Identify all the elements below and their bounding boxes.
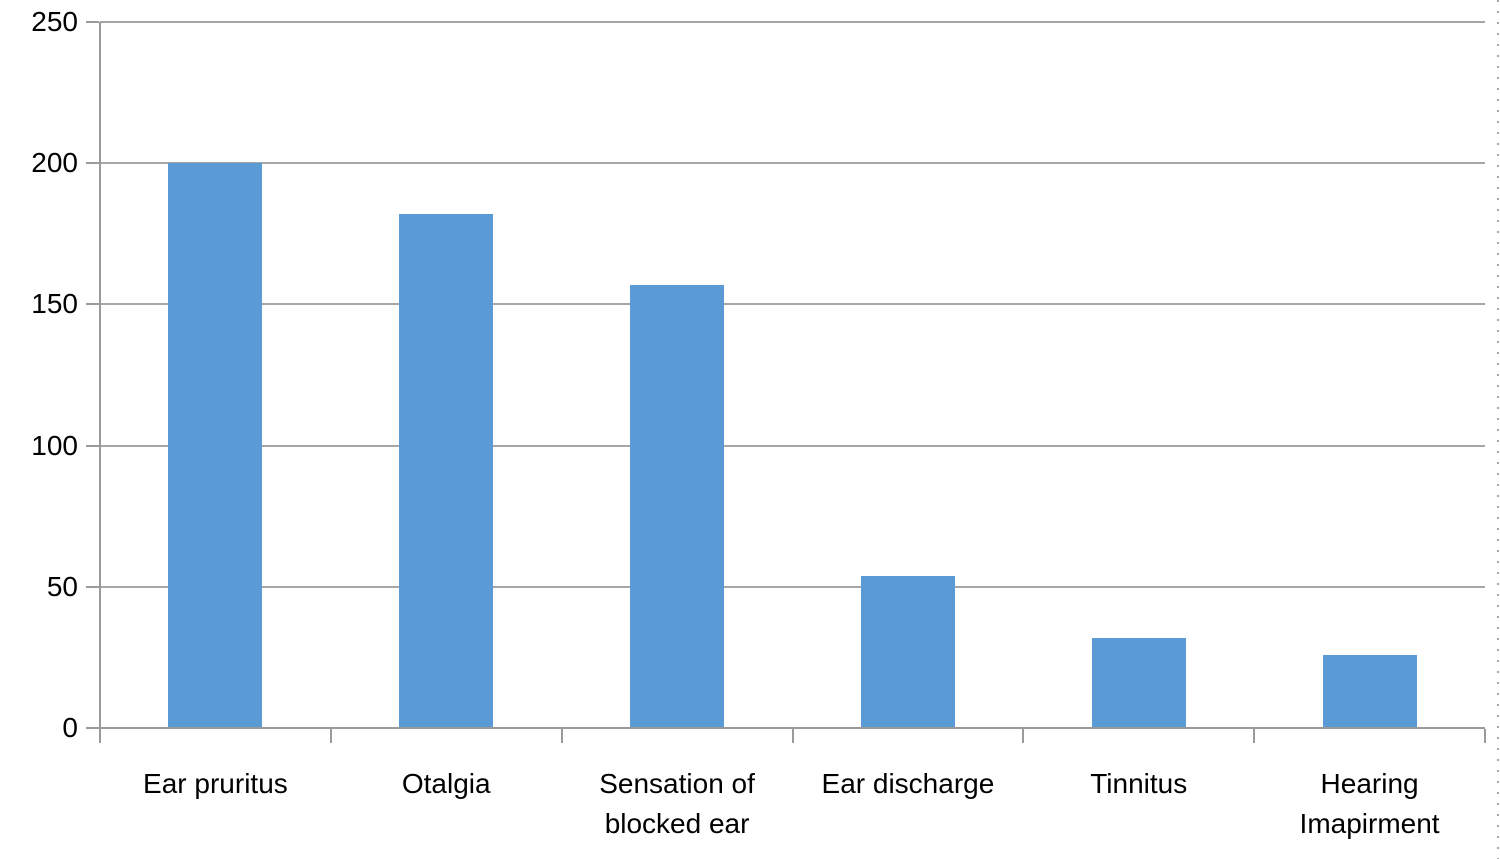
x-axis-label-hearing-imapirment: Hearing Imapirment bbox=[1299, 768, 1440, 839]
y-tick-0 bbox=[86, 727, 99, 729]
x-tick-6 bbox=[1484, 729, 1486, 743]
bar-sensation-of-blocked-ear bbox=[630, 285, 725, 728]
bar-ear-pruritus bbox=[168, 163, 263, 728]
y-axis-line bbox=[99, 22, 101, 742]
x-tick-2 bbox=[560, 729, 563, 743]
x-tick-4 bbox=[1022, 729, 1025, 743]
y-tick-200 bbox=[86, 162, 99, 165]
bar-otalgia bbox=[399, 214, 494, 728]
x-axis-label-otalgia: Otalgia bbox=[401, 768, 491, 799]
x-axis-label-tinnitus: Tinnitus bbox=[1090, 768, 1188, 799]
gridline-150 bbox=[100, 303, 1485, 306]
x-axis-label-ear-discharge: Ear discharge bbox=[821, 768, 995, 799]
x-tick-0 bbox=[99, 729, 101, 743]
y-tick-100 bbox=[86, 444, 99, 447]
y-axis-label-50: 50 bbox=[46, 570, 78, 602]
gridline-200 bbox=[100, 162, 1485, 165]
gridline-50 bbox=[100, 585, 1485, 588]
y-tick-150 bbox=[86, 303, 99, 306]
bar-ear-discharge bbox=[860, 576, 955, 728]
x-tick-5 bbox=[1253, 729, 1256, 743]
gridline-250 bbox=[100, 21, 1485, 23]
y-axis-label-200: 200 bbox=[31, 147, 78, 179]
y-axis-label-150: 150 bbox=[31, 288, 78, 320]
y-tick-250 bbox=[86, 21, 99, 23]
x-axis-line bbox=[100, 727, 1485, 729]
plot-area bbox=[86, 21, 1486, 743]
x-axis-label-ear-pruritus: Ear pruritus bbox=[143, 768, 288, 799]
selection-dotted-edge bbox=[1497, 0, 1499, 859]
x-axis-label-sensation-of-blocked-ear: Sensation of blocked ear bbox=[599, 768, 755, 839]
gridline-100 bbox=[100, 444, 1485, 447]
bar-tinnitus bbox=[1091, 638, 1186, 728]
x-tick-1 bbox=[329, 729, 332, 743]
y-tick-50 bbox=[86, 585, 99, 588]
y-axis-label-250: 250 bbox=[31, 6, 78, 37]
y-axis-label-0: 0 bbox=[62, 712, 78, 743]
x-tick-3 bbox=[791, 729, 794, 743]
y-axis-label-100: 100 bbox=[31, 429, 78, 461]
bar-hearing-imapirment bbox=[1322, 655, 1417, 728]
